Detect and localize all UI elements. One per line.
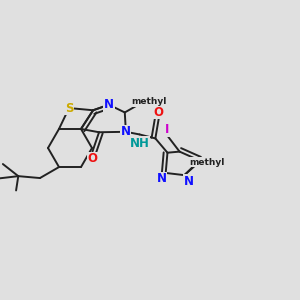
Text: O: O [154, 106, 164, 118]
Text: methyl: methyl [131, 97, 167, 106]
Text: S: S [65, 101, 73, 115]
Text: O: O [87, 152, 98, 165]
Text: N: N [104, 98, 114, 111]
Text: N: N [157, 172, 167, 185]
Text: N: N [183, 175, 194, 188]
Text: I: I [165, 123, 169, 136]
Text: N: N [121, 125, 131, 138]
Text: NH: NH [130, 137, 149, 150]
Text: methyl: methyl [189, 158, 225, 166]
